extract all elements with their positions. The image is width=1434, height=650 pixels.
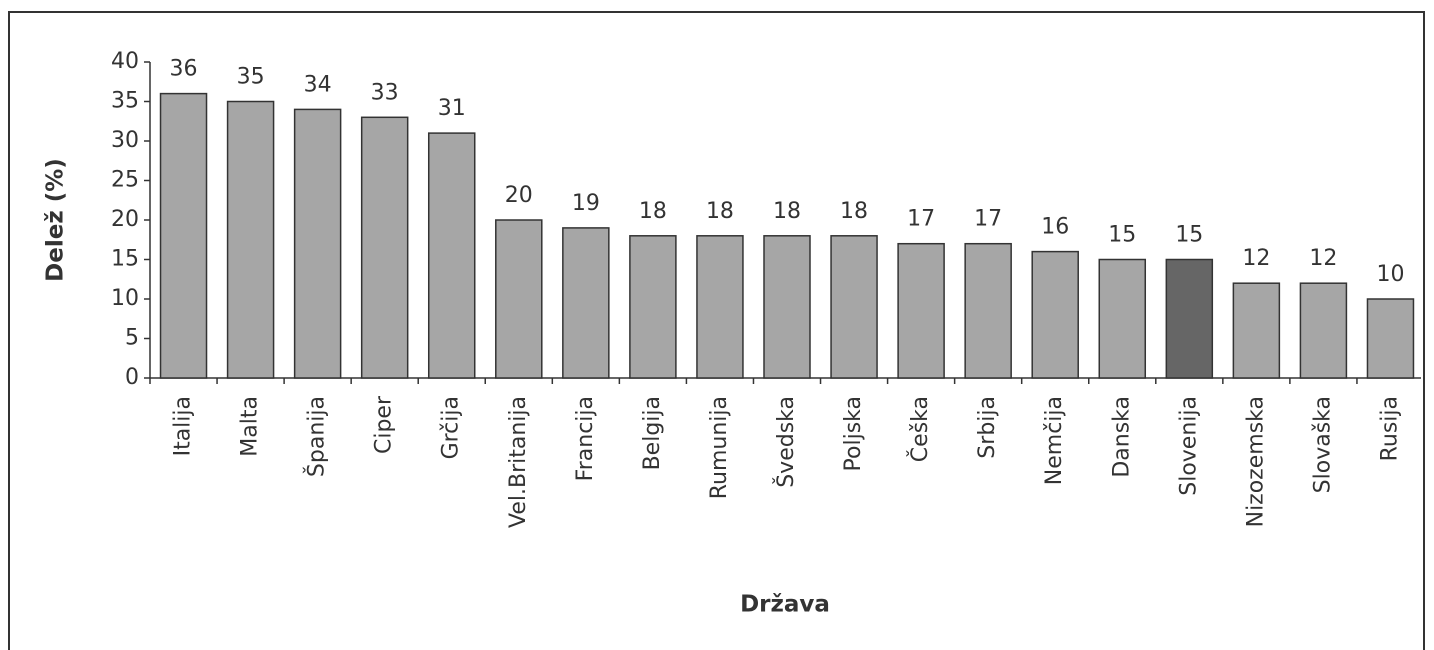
data-label: 15 bbox=[1108, 223, 1136, 248]
data-label: 18 bbox=[639, 199, 667, 224]
data-label: 17 bbox=[907, 207, 935, 232]
bar bbox=[159, 92, 208, 379]
bar bbox=[293, 108, 342, 379]
frame bbox=[8, 11, 1425, 650]
x-tick-label: Španija bbox=[304, 396, 330, 477]
bar bbox=[226, 100, 275, 379]
x-tick-label: Češka bbox=[907, 396, 933, 462]
data-label: 36 bbox=[170, 57, 198, 82]
data-label: 18 bbox=[840, 199, 868, 224]
x-tick-label: Malta bbox=[238, 396, 263, 457]
y-tick-label: 35 bbox=[111, 89, 139, 114]
data-label: 12 bbox=[1309, 246, 1337, 271]
y-tick-label: 0 bbox=[125, 365, 139, 390]
x-tick-label: Francija bbox=[573, 396, 598, 481]
x-tick-label: Nemčija bbox=[1042, 396, 1067, 485]
y-tick-label: 10 bbox=[111, 286, 139, 311]
x-tick-label: Belgija bbox=[640, 396, 665, 470]
x-axis-title: Država bbox=[740, 592, 830, 618]
data-label: 12 bbox=[1242, 246, 1270, 271]
x-tick-label: Slovenija bbox=[1176, 396, 1201, 496]
data-label: 15 bbox=[1175, 223, 1203, 248]
data-label: 18 bbox=[773, 199, 801, 224]
data-label: 35 bbox=[237, 65, 265, 90]
bar bbox=[1165, 258, 1214, 379]
bar bbox=[360, 116, 409, 379]
x-tick-label: Danska bbox=[1109, 396, 1134, 478]
data-label: 17 bbox=[974, 207, 1002, 232]
bar bbox=[830, 235, 878, 379]
x-tick-label: Italija bbox=[171, 396, 196, 456]
x-tick-label: Grčija bbox=[439, 396, 464, 459]
y-tick-label: 20 bbox=[111, 207, 139, 232]
data-label: 16 bbox=[1041, 215, 1069, 240]
data-label: 34 bbox=[304, 72, 332, 97]
bar bbox=[1098, 258, 1147, 379]
x-tick-label: Vel.Britanija bbox=[506, 396, 531, 528]
bar bbox=[1232, 282, 1281, 379]
bar bbox=[763, 235, 811, 379]
y-tick-label: 15 bbox=[111, 247, 139, 272]
data-label: 18 bbox=[706, 199, 734, 224]
bar bbox=[696, 235, 744, 379]
data-label: 20 bbox=[505, 183, 533, 208]
x-tick-label: Rumunija bbox=[707, 396, 732, 499]
x-tick-label: Ciper bbox=[372, 395, 397, 454]
x-tick-label: Srbija bbox=[975, 396, 1000, 459]
x-tick-label: Poljska bbox=[841, 396, 866, 471]
bar bbox=[495, 219, 543, 379]
bar bbox=[427, 132, 476, 379]
data-label: 31 bbox=[438, 96, 466, 121]
bar bbox=[964, 242, 1012, 379]
y-tick-label: 25 bbox=[111, 168, 139, 193]
y-tick-label: 30 bbox=[111, 128, 139, 153]
y-axis-title: Delež (%) bbox=[43, 158, 69, 282]
bar bbox=[1299, 282, 1348, 379]
bar bbox=[1031, 250, 1079, 379]
y-tick-label: 40 bbox=[111, 49, 139, 74]
data-label: 33 bbox=[371, 80, 399, 105]
x-tick-label: Slovaška bbox=[1310, 396, 1335, 493]
bar bbox=[897, 242, 945, 379]
data-label: 19 bbox=[572, 191, 600, 216]
bar bbox=[1366, 298, 1415, 379]
x-tick-label: Rusija bbox=[1377, 396, 1402, 461]
bar bbox=[629, 235, 677, 379]
x-tick-label: Nizozemska bbox=[1243, 396, 1268, 527]
y-tick-label: 5 bbox=[125, 326, 139, 351]
bar bbox=[562, 227, 610, 379]
x-tick-label: Švedska bbox=[773, 396, 799, 488]
data-label: 10 bbox=[1376, 262, 1404, 287]
